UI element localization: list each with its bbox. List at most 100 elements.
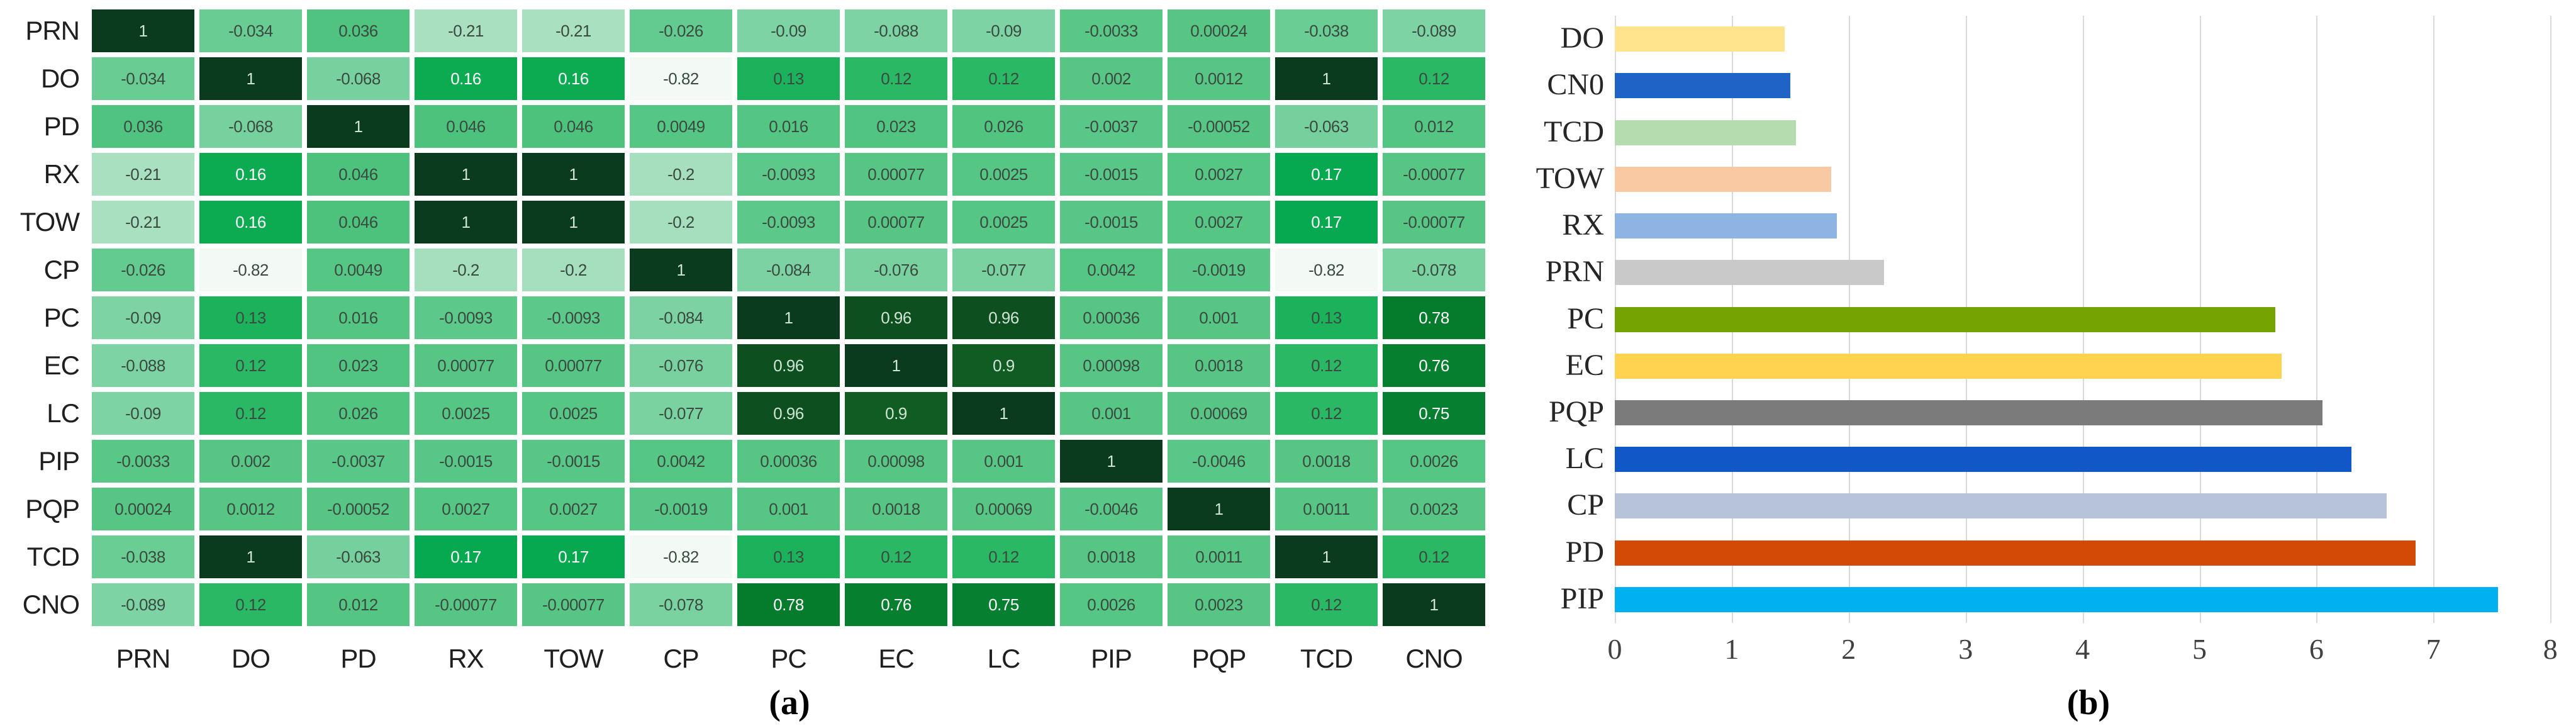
heatmap-column-label: CP [663, 644, 699, 673]
heatmap-cell: -0.09 [92, 392, 194, 435]
bar-label: CP [1567, 488, 1604, 522]
heatmap-cell: 0.12 [1275, 392, 1378, 435]
heatmap-cell: 1 [415, 153, 517, 196]
heatmap-cell: 0.96 [737, 344, 840, 387]
heatmap-cell: 0.0026 [1060, 583, 1163, 626]
heatmap-cell: -0.21 [522, 9, 625, 52]
heatmap-cell: 1 [199, 535, 302, 578]
bar [1615, 400, 2322, 425]
x-axis-tick-label: 5 [2192, 633, 2207, 665]
heatmap-column-labels: PRN DO PD RX TOW CP PC EC LC PIP PQP TCD CNO [0, 644, 1490, 674]
heatmap-column-label: TOW [544, 644, 603, 673]
heatmap-cell: -0.063 [1275, 105, 1378, 148]
heatmap-cell: 0.12 [1275, 583, 1378, 626]
heatmap-cell: 0.0049 [630, 105, 732, 148]
heatmap-cell: 1 [522, 201, 625, 244]
heatmap-cell: -0.2 [630, 201, 732, 244]
heatmap-cell: 1 [845, 344, 947, 387]
heatmap-cell: 0.0027 [522, 488, 625, 530]
heatmap-cell: 0.023 [307, 344, 410, 387]
bar [1615, 306, 2276, 332]
bar [1615, 166, 1831, 192]
heatmap-cell: 0.0011 [1168, 535, 1270, 578]
heatmap-cell: 0.96 [952, 296, 1055, 339]
heatmap-cell: 0.026 [307, 392, 410, 435]
heatmap-cell: -0.82 [1275, 249, 1378, 291]
x-axis-tick-label: 3 [1958, 633, 1973, 665]
heatmap-column-label: RX [448, 644, 484, 673]
bar-label: TCD [1544, 115, 1604, 148]
heatmap-row-label: PIP [38, 446, 80, 476]
heatmap-row-label: TOW [20, 207, 80, 237]
heatmap-cell: 0.0025 [415, 392, 517, 435]
heatmap-cell: 0.001 [737, 488, 840, 530]
heatmap-row-label: RX [43, 159, 80, 189]
heatmap-cell: -0.00052 [307, 488, 410, 530]
heatmap-cell: 0.00036 [737, 440, 840, 483]
heatmap-cell: -0.0093 [522, 296, 625, 339]
heatmap-cell: 0.016 [737, 105, 840, 148]
heatmap-cell: 0.76 [1383, 344, 1485, 387]
heatmap-cell: -0.0015 [415, 440, 517, 483]
heatmap-column-label: PD [340, 644, 376, 673]
heatmap-cell: -0.09 [92, 296, 194, 339]
heatmap-cell: 1 [1275, 535, 1378, 578]
heatmap-cell: 0.0023 [1168, 583, 1270, 626]
heatmap-cell: 0.17 [1275, 201, 1378, 244]
heatmap-panel: PRN 1 -0.034 0.036 -0.21 -0.21 -0.026 -0.09 -0.0… [0, 9, 1490, 722]
x-axis-tick-label: 7 [2426, 633, 2441, 665]
heatmap-column-label: PIP [1091, 644, 1132, 673]
heatmap-cell: 1 [307, 105, 410, 148]
heatmap-cell: -0.09 [952, 9, 1055, 52]
heatmap-cell: -0.0015 [522, 440, 625, 483]
heatmap-cell: 0.00098 [845, 440, 947, 483]
bar-chart-panel: 0 1 2 3 4 5 6 7 8 DO CN0 TCD TOW RX PRN PC EC PQP LC CP PD PI… [1510, 0, 2576, 728]
heatmap-cell: 0.96 [737, 392, 840, 435]
heatmap-cell: 0.0025 [952, 153, 1055, 196]
heatmap-cell: -0.21 [92, 201, 194, 244]
heatmap-row: TCD -0.038 1 -0.063 0.17 0.17 -0.82 0.13 0.12 0.1… [0, 535, 1490, 578]
heatmap-cell: -0.21 [415, 9, 517, 52]
heatmap-cell: 0.001 [952, 440, 1055, 483]
heatmap-row: PRN 1 -0.034 0.036 -0.21 -0.21 -0.026 -0.09 -0.0… [0, 9, 1490, 52]
heatmap-cell: 0.78 [737, 583, 840, 626]
heatmap-cell: 1 [415, 201, 517, 244]
heatmap-cell: 0.17 [522, 535, 625, 578]
heatmap-cell: 0.75 [952, 583, 1055, 626]
heatmap-cell: -0.82 [630, 57, 732, 100]
heatmap-cell: 1 [1060, 440, 1163, 483]
heatmap-column-label: PQP [1191, 644, 1247, 673]
heatmap-cell: -0.034 [92, 57, 194, 100]
heatmap-cell: -0.026 [630, 9, 732, 52]
heatmap-cell: -0.089 [1383, 9, 1485, 52]
heatmap-cell: 0.16 [522, 57, 625, 100]
heatmap-cell: -0.09 [737, 9, 840, 52]
heatmap-grid: PRN 1 -0.034 0.036 -0.21 -0.21 -0.026 -0.09 -0.0… [0, 9, 1490, 631]
heatmap-row-label: CP [43, 255, 80, 284]
heatmap-cell: 1 [522, 153, 625, 196]
x-axis-tick-label: 8 [2543, 633, 2558, 665]
heatmap-row-label: LC [47, 398, 80, 428]
heatmap-cell: 0.00077 [845, 153, 947, 196]
heatmap-cell: -0.0093 [737, 153, 840, 196]
heatmap-cell: -0.038 [92, 535, 194, 578]
heatmap-cell: -0.038 [1275, 9, 1378, 52]
x-axis-tick-label: 4 [2075, 633, 2090, 665]
heatmap-cell: 0.026 [952, 105, 1055, 148]
heatmap-cell: 0.12 [1383, 57, 1485, 100]
bar [1615, 447, 2352, 473]
heatmap-column-label: DO [231, 644, 270, 673]
heatmap-cell: 0.13 [737, 57, 840, 100]
caption-b: (b) [2066, 683, 2110, 722]
heatmap-cell: 0.0018 [845, 488, 947, 530]
heatmap-row-label: CNO [22, 590, 80, 619]
heatmap-row: TOW -0.21 0.16 0.046 1 1 -0.2 -0.0093 0.00077 0.0… [0, 201, 1490, 244]
heatmap-row: PIP -0.0033 0.002 -0.0037 -0.0015 -0.0015 0.00… [0, 440, 1490, 483]
bar-label: PQP [1548, 395, 1604, 428]
heatmap-cell: 0.12 [199, 583, 302, 626]
heatmap-cell: 0.046 [307, 201, 410, 244]
bar [1615, 260, 1884, 286]
heatmap-cell: -0.00077 [1383, 201, 1485, 244]
heatmap-cell: 0.001 [1168, 296, 1270, 339]
heatmap-cell: 0.12 [952, 535, 1055, 578]
